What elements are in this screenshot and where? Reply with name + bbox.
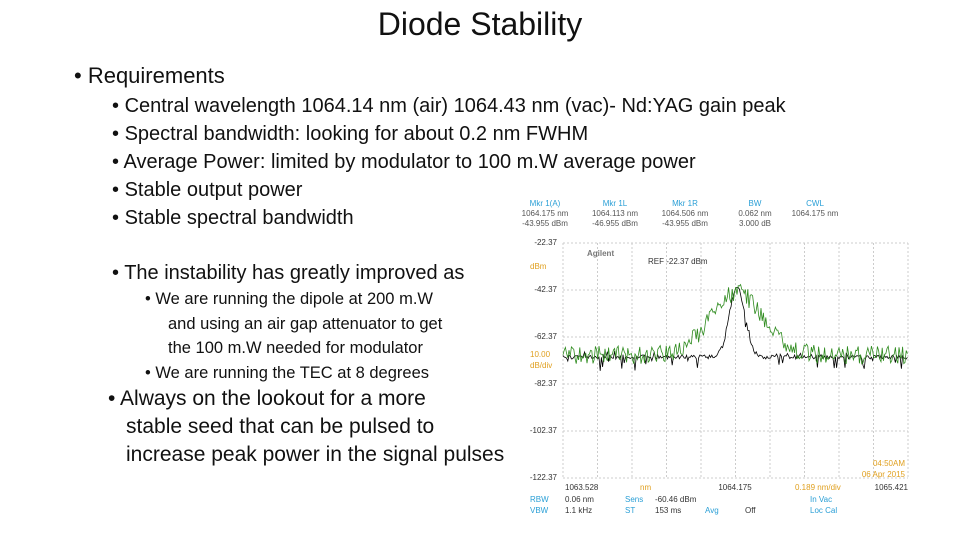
marker-label: BW [749,199,762,208]
bullet-text: Stable output power [124,179,303,201]
bullet: • The instability has greatly improved a… [112,262,465,284]
level-label: -102.37 [530,426,558,435]
ref-level: REF -22.37 dBm [648,257,708,266]
marker-wavelength: 1064.113 nm [592,209,638,218]
footer-value: 1.1 kHz [565,506,592,515]
bullet-text: Always on the lookout for a more [120,387,426,410]
marker-label: Mkr 1(A) [530,199,561,208]
timestamp: 06 Apr 2015 [862,470,906,479]
bullet-text: Stable spectral bandwidth [124,207,354,229]
level-label: -42.37 [534,285,557,294]
axis-label: 1064.175 [718,483,752,492]
bullet-text: We are running the dipole at 200 m.W [155,290,433,308]
marker-label: Mkr 1L [603,199,628,208]
bullet: • Central wavelength 1064.14 nm (air) 10… [112,95,786,117]
marker-power: 3.000 dB [739,219,771,228]
footer-label: VBW [530,506,549,515]
scale: dB/div [530,361,552,370]
footer-label: In Vac [810,495,832,504]
footer-label: Sens [625,495,643,504]
footer-label: Loc Cal [810,506,837,515]
scale: 10.00 [530,350,551,359]
heading: Requirements [87,63,225,88]
bullet-text: Central wavelength 1064.14 nm (air) 1064… [124,95,786,117]
bullet-text: The instability has greatly improved as [124,262,465,284]
brand: Agilent [587,249,614,258]
axis-label: 1063.528 [565,483,599,492]
footer-label: RBW [530,495,549,504]
level-label: -62.37 [534,332,557,341]
bullet: • Stable output power [112,179,303,201]
footer-value: -60.46 dBm [655,495,697,504]
axis-label: 0.189 nm/div [795,483,841,492]
bullet: • Always on the lookout for a more [108,387,426,410]
level-label: -22.37 [534,238,557,247]
bullet: • We are running the dipole at 200 m.W [145,290,433,308]
marker-wavelength: 1064.175 nm [522,209,569,218]
slide-title: Diode Stability [377,6,583,42]
marker-power: -43.955 dBm [522,219,568,228]
footer-label: ST [625,506,635,515]
bullet: and using an air gap attenuator to get [168,314,443,333]
bullet: increase peak power in the signal pulses [126,443,505,466]
bullet: stable seed that can be pulsed to [126,415,435,438]
marker-wavelength: 0.062 nm [738,209,772,218]
footer-value: 0.06 nm [565,495,594,504]
timestamp: 04:50AM [873,459,905,468]
footer-label: Avg [705,506,719,515]
bullet: • Spectral bandwidth: looking for about … [112,123,589,145]
bullet: • Average Power: limited by modulator to… [112,151,696,173]
marker-power: -46.955 dBm [592,219,638,228]
level-label: -122.37 [530,473,558,482]
bullet-text: Spectral bandwidth: looking for about 0.… [124,123,589,145]
axis-label: 1065.421 [875,483,909,492]
marker-label: CWL [806,199,824,208]
bullet: • We are running the TEC at 8 degrees [145,363,430,382]
bullet: the 100 m.W needed for modulator [168,339,423,357]
marker-power: -43.955 dBm [662,219,708,228]
bullet: • Stable spectral bandwidth [112,207,354,229]
footer-value: 153 ms [655,506,681,515]
marker-wavelength: 1064.175 nm [792,209,839,218]
marker-wavelength: 1064.506 nm [662,209,709,218]
unit: dBm [530,262,547,271]
footer-value: Off [745,506,756,515]
bullet: • Requirements [74,63,225,88]
axis-label: nm [640,483,651,492]
level-label: -82.37 [534,379,557,388]
bullet-text: Average Power: limited by modulator to 1… [123,151,696,173]
trace [562,283,908,365]
marker-label: Mkr 1R [672,199,698,208]
bullet-text: We are running the TEC at 8 degrees [155,363,430,382]
spectrum-screenshot: -22.37 -42.37 -62.37 -82.37 -102.37 -122.37 Mk… [522,199,909,515]
